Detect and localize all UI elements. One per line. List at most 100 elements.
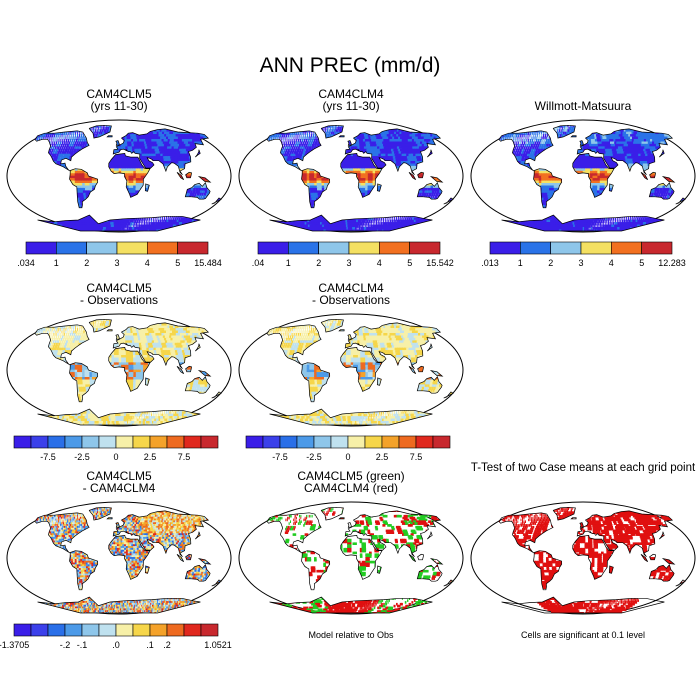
colorbar-swatch (166, 435, 185, 449)
colorbar-tick-label: 1 (518, 258, 523, 268)
colorbar-tick-label: .034 (17, 258, 35, 268)
colorbar-swatch (279, 435, 298, 449)
map-p5 (238, 313, 464, 427)
coastlines (498, 124, 686, 232)
figure-title: ANN PREC (mm/d) (0, 54, 700, 78)
colorbar-tick-label: 4 (145, 258, 150, 268)
panel-title-line: CAM4CLM5 (4, 470, 234, 482)
colorbar-tick-label: 2 (316, 258, 321, 268)
colorbar-tick-label: -2.5 (74, 452, 90, 462)
colorbar-swatch (611, 241, 642, 255)
colorbar-tick-label: 2.5 (376, 452, 389, 462)
panel-title: CAM4CLM5 (green) CAM4CLM4 (red) (236, 470, 466, 494)
colorbar-swatch (318, 241, 350, 255)
colorbar-tick-label: -.2 (60, 640, 71, 650)
colorbar-swatch (47, 435, 66, 449)
colorbar-swatch (64, 623, 83, 637)
map-p3 (470, 119, 696, 233)
colorbar-swatch (519, 241, 551, 255)
panel-title-line: - CAM4CLM4 (4, 482, 234, 494)
colorbar-swatch (115, 435, 134, 449)
panel-title-line: (yrs 11-30) (4, 100, 234, 112)
colorbar-tick-label: .1 (146, 640, 154, 650)
colorbar-tick-label: 1.0521 (204, 640, 232, 650)
colorbar-swatch (550, 241, 582, 255)
panel-title: Willmott-Matsuura (468, 100, 698, 112)
panel-note: Cells are significant at 0.1 level (468, 630, 698, 640)
colorbar-swatch (47, 623, 66, 637)
colorbar-swatch (81, 623, 100, 637)
coastlines (266, 124, 454, 232)
panel-title: CAM4CLM5 (yrs 11-30) (4, 88, 234, 112)
colorbar-tick-label: 2 (548, 258, 553, 268)
colorbar-swatch (132, 623, 151, 637)
colorbar-swatch (149, 623, 168, 637)
colorbar-tick-label: .04 (252, 258, 265, 268)
colorbar-swatch (98, 435, 117, 449)
colorbar-swatch (313, 435, 332, 449)
colorbar-swatch (245, 435, 264, 449)
colorbar-swatch (415, 435, 434, 449)
panel-title-line: CAM4CLM5 (green) (236, 470, 466, 482)
colorbar-tick-label: 3 (114, 258, 119, 268)
colorbar-swatch (381, 435, 400, 449)
panel-title-line: CAM4CLM5 (4, 88, 234, 100)
colorbar-swatch (641, 241, 673, 255)
panel-title: CAM4CLM5- CAM4CLM4 (4, 470, 234, 494)
colorbar-tick-label: 7.5 (410, 452, 423, 462)
colorbar-tick-label: .013 (481, 258, 499, 268)
colorbar-p1: .034 1 2 3 4 5 15.484 (17, 241, 222, 268)
colorbar-swatch (98, 623, 117, 637)
panel-title-line: CAM4CLM4 (236, 282, 466, 294)
colorbar-swatch (86, 241, 118, 255)
panel-title-line: CAM4CLM5 (4, 282, 234, 294)
colorbar-swatch (183, 435, 202, 449)
colorbar-p5: -7.5 -2.5 0 2.5 7.5 (245, 435, 451, 462)
colorbar-swatch (183, 623, 202, 637)
map-p4 (6, 313, 232, 427)
coastlines (34, 318, 222, 426)
colorbar-p6: -1.3705 -.2 -.1 .0 .1 .2 1.0521 (0, 623, 232, 650)
coastlines (34, 506, 222, 614)
colorbar-tick-label: 3 (578, 258, 583, 268)
colorbar-swatch (489, 241, 521, 255)
colorbar-tick-label: .0 (112, 640, 120, 650)
map-p8 (470, 501, 696, 615)
colorbar-tick-label: -2.5 (306, 452, 322, 462)
colorbar-swatch (30, 623, 49, 637)
panel-title: CAM4CLM5- Observations (4, 282, 234, 306)
colorbar-tick-label: -7.5 (272, 452, 288, 462)
colorbar-swatch (115, 623, 134, 637)
colorbar-tick-label: 5 (639, 258, 644, 268)
colorbar-tick-label: -1.3705 (0, 640, 29, 650)
colorbar-swatch (55, 241, 87, 255)
coastlines (266, 318, 454, 426)
coastlines (34, 124, 222, 232)
colorbar-tick-label: 2 (84, 258, 89, 268)
colorbar-swatch (116, 241, 148, 255)
colorbar-swatch (64, 435, 83, 449)
colorbar-tick-label: 0 (113, 452, 118, 462)
panel-title-line: Willmott-Matsuura (468, 100, 698, 112)
colorbar-tick-label: 1 (286, 258, 291, 268)
colorbar-p4: -7.5 -2.5 0 2.5 7.5 (13, 435, 219, 462)
colorbar-swatch (147, 241, 178, 255)
map-p7 (238, 501, 464, 615)
colorbar-swatch (409, 241, 441, 255)
colorbar-swatch (149, 435, 168, 449)
panel-title-line: T-Test of two Case means at each grid po… (468, 462, 698, 474)
colorbar-tick-label: .2 (163, 640, 171, 650)
colorbar-swatch (25, 241, 57, 255)
colorbar-tick-label: 5 (407, 258, 412, 268)
colorbar-tick-label: 15.542 (426, 258, 454, 268)
panel-title-line: CAM4CLM4 (red) (236, 482, 466, 494)
panel-title: CAM4CLM4- Observations (236, 282, 466, 306)
colorbar-tick-label: 5 (175, 258, 180, 268)
colorbar-tick-label: 0 (345, 452, 350, 462)
colorbar-tick-label: 12.283 (658, 258, 686, 268)
colorbar-tick-label: 4 (609, 258, 614, 268)
colorbar-swatch (200, 435, 219, 449)
coastlines (266, 506, 454, 614)
colorbar-swatch (379, 241, 410, 255)
